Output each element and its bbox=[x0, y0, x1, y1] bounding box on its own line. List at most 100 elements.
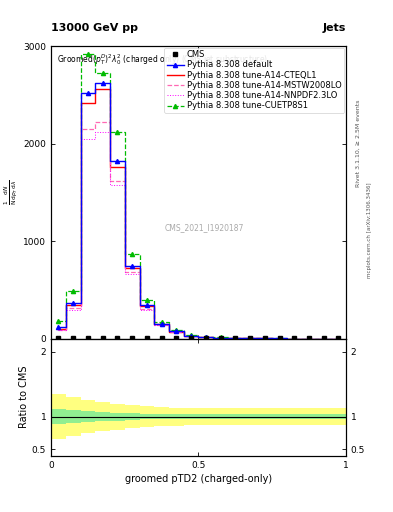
Pythia 8.308 default bbox=[159, 321, 164, 327]
CMS bbox=[174, 335, 179, 342]
CMS bbox=[263, 335, 267, 342]
Pythia 8.308 tune-A14-CTEQL1 bbox=[233, 335, 238, 341]
Pythia 8.308 tune-CUETP8S1 bbox=[292, 335, 297, 342]
Text: mcplots.cern.ch [arXiv:1306.3436]: mcplots.cern.ch [arXiv:1306.3436] bbox=[367, 183, 373, 278]
Pythia 8.308 tune-CUETP8S1 bbox=[218, 334, 223, 340]
Line: Pythia 8.308 tune-A14-CTEQL1: Pythia 8.308 tune-A14-CTEQL1 bbox=[59, 89, 338, 338]
CMS bbox=[56, 335, 61, 342]
Pythia 8.308 tune-A14-NNPDF2.3LO bbox=[292, 335, 297, 342]
Pythia 8.308 tune-A14-MSTW2008LO bbox=[130, 269, 134, 275]
Pythia 8.308 default bbox=[292, 335, 297, 342]
Pythia 8.308 tune-CUETP8S1 bbox=[145, 297, 149, 303]
CMS bbox=[204, 335, 208, 342]
Pythia 8.308 tune-A14-MSTW2008LO bbox=[100, 119, 105, 125]
Pythia 8.308 tune-A14-CTEQL1 bbox=[336, 335, 341, 342]
CMS bbox=[130, 335, 134, 342]
Y-axis label: Ratio to CMS: Ratio to CMS bbox=[19, 366, 29, 429]
Pythia 8.308 default bbox=[233, 335, 238, 341]
CMS bbox=[86, 335, 90, 342]
Pythia 8.308 tune-A14-MSTW2008LO bbox=[321, 335, 326, 342]
Pythia 8.308 tune-A14-NNPDF2.3LO bbox=[159, 323, 164, 329]
Pythia 8.308 default bbox=[218, 334, 223, 340]
Pythia 8.308 default bbox=[307, 335, 311, 342]
Pythia 8.308 tune-A14-NNPDF2.3LO bbox=[86, 136, 90, 142]
Legend: CMS, Pythia 8.308 default, Pythia 8.308 tune-A14-CTEQL1, Pythia 8.308 tune-A14-M: CMS, Pythia 8.308 default, Pythia 8.308 … bbox=[164, 48, 344, 113]
Pythia 8.308 tune-CUETP8S1 bbox=[307, 335, 311, 342]
CMS bbox=[115, 335, 120, 342]
CMS bbox=[218, 335, 223, 342]
CMS bbox=[292, 335, 297, 342]
CMS bbox=[189, 335, 193, 342]
Pythia 8.308 tune-A14-MSTW2008LO bbox=[218, 335, 223, 341]
Pythia 8.308 tune-CUETP8S1 bbox=[248, 335, 252, 341]
Pythia 8.308 tune-A14-MSTW2008LO bbox=[336, 335, 341, 342]
Pythia 8.308 tune-A14-NNPDF2.3LO bbox=[204, 334, 208, 340]
Pythia 8.308 tune-A14-NNPDF2.3LO bbox=[130, 271, 134, 278]
Pythia 8.308 tune-A14-CTEQL1 bbox=[115, 164, 120, 170]
Pythia 8.308 tune-A14-CTEQL1 bbox=[189, 333, 193, 339]
Line: Pythia 8.308 tune-A14-MSTW2008LO: Pythia 8.308 tune-A14-MSTW2008LO bbox=[59, 122, 338, 338]
Pythia 8.308 tune-A14-CTEQL1 bbox=[86, 99, 90, 105]
Pythia 8.308 tune-CUETP8S1 bbox=[86, 51, 90, 57]
Pythia 8.308 tune-A14-MSTW2008LO bbox=[56, 327, 61, 333]
CMS bbox=[321, 335, 326, 342]
Pythia 8.308 tune-A14-NNPDF2.3LO bbox=[145, 307, 149, 313]
Pythia 8.308 tune-A14-MSTW2008LO bbox=[189, 333, 193, 339]
CMS bbox=[233, 335, 238, 342]
Pythia 8.308 tune-A14-CTEQL1 bbox=[321, 335, 326, 342]
Pythia 8.308 tune-A14-CTEQL1 bbox=[71, 303, 75, 309]
Pythia 8.308 tune-CUETP8S1 bbox=[100, 70, 105, 76]
Pythia 8.308 tune-A14-CTEQL1 bbox=[248, 335, 252, 342]
Pythia 8.308 tune-A14-NNPDF2.3LO bbox=[321, 335, 326, 342]
Pythia 8.308 tune-CUETP8S1 bbox=[189, 332, 193, 338]
Pythia 8.308 tune-CUETP8S1 bbox=[71, 288, 75, 294]
Pythia 8.308 tune-A14-CTEQL1 bbox=[292, 335, 297, 342]
Pythia 8.308 default bbox=[145, 302, 149, 308]
Pythia 8.308 default bbox=[100, 80, 105, 86]
Pythia 8.308 default bbox=[321, 335, 326, 342]
Pythia 8.308 tune-CUETP8S1 bbox=[204, 333, 208, 339]
Pythia 8.308 tune-A14-MSTW2008LO bbox=[292, 335, 297, 342]
Y-axis label: $\frac{1}{\mathrm{N}}\frac{\mathrm{d}N}{\mathrm{d}p_T\,\mathrm{d}\lambda}$: $\frac{1}{\mathrm{N}}\frac{\mathrm{d}N}{… bbox=[4, 180, 20, 205]
Pythia 8.308 tune-A14-MSTW2008LO bbox=[71, 305, 75, 311]
Line: Pythia 8.308 tune-CUETP8S1: Pythia 8.308 tune-CUETP8S1 bbox=[56, 52, 341, 340]
Pythia 8.308 tune-A14-NNPDF2.3LO bbox=[218, 335, 223, 341]
Pythia 8.308 tune-A14-MSTW2008LO bbox=[174, 329, 179, 335]
CMS bbox=[336, 335, 341, 342]
Pythia 8.308 default bbox=[174, 328, 179, 334]
Pythia 8.308 default bbox=[277, 335, 282, 342]
Text: CMS_2021_I1920187: CMS_2021_I1920187 bbox=[165, 223, 244, 232]
Pythia 8.308 tune-A14-MSTW2008LO bbox=[263, 335, 267, 342]
Pythia 8.308 tune-A14-MSTW2008LO bbox=[204, 334, 208, 340]
Pythia 8.308 tune-A14-MSTW2008LO bbox=[233, 335, 238, 341]
Pythia 8.308 tune-A14-CTEQL1 bbox=[307, 335, 311, 342]
Pythia 8.308 default bbox=[204, 334, 208, 340]
Pythia 8.308 tune-A14-MSTW2008LO bbox=[86, 126, 90, 132]
Pythia 8.308 tune-A14-NNPDF2.3LO bbox=[100, 129, 105, 135]
Pythia 8.308 default bbox=[336, 335, 341, 342]
Pythia 8.308 tune-CUETP8S1 bbox=[277, 335, 282, 342]
Pythia 8.308 tune-A14-NNPDF2.3LO bbox=[71, 307, 75, 313]
Pythia 8.308 default bbox=[263, 335, 267, 342]
Pythia 8.308 tune-A14-CTEQL1 bbox=[174, 329, 179, 335]
Pythia 8.308 tune-A14-CTEQL1 bbox=[145, 304, 149, 310]
CMS bbox=[307, 335, 311, 342]
Pythia 8.308 tune-A14-CTEQL1 bbox=[204, 334, 208, 340]
Pythia 8.308 tune-CUETP8S1 bbox=[115, 129, 120, 135]
Pythia 8.308 tune-A14-CTEQL1 bbox=[277, 335, 282, 342]
CMS bbox=[248, 335, 252, 342]
Pythia 8.308 tune-A14-NNPDF2.3LO bbox=[189, 333, 193, 339]
Pythia 8.308 default bbox=[189, 333, 193, 339]
Pythia 8.308 default bbox=[56, 324, 61, 330]
Pythia 8.308 tune-CUETP8S1 bbox=[130, 251, 134, 257]
CMS bbox=[100, 335, 105, 342]
Pythia 8.308 tune-CUETP8S1 bbox=[263, 335, 267, 342]
Pythia 8.308 tune-A14-CTEQL1 bbox=[159, 321, 164, 327]
Pythia 8.308 tune-A14-NNPDF2.3LO bbox=[248, 335, 252, 342]
CMS bbox=[277, 335, 282, 342]
Pythia 8.308 default bbox=[115, 158, 120, 164]
Pythia 8.308 tune-A14-NNPDF2.3LO bbox=[174, 329, 179, 335]
Pythia 8.308 tune-A14-CTEQL1 bbox=[263, 335, 267, 342]
Pythia 8.308 tune-CUETP8S1 bbox=[159, 318, 164, 325]
Pythia 8.308 tune-A14-MSTW2008LO bbox=[115, 178, 120, 184]
